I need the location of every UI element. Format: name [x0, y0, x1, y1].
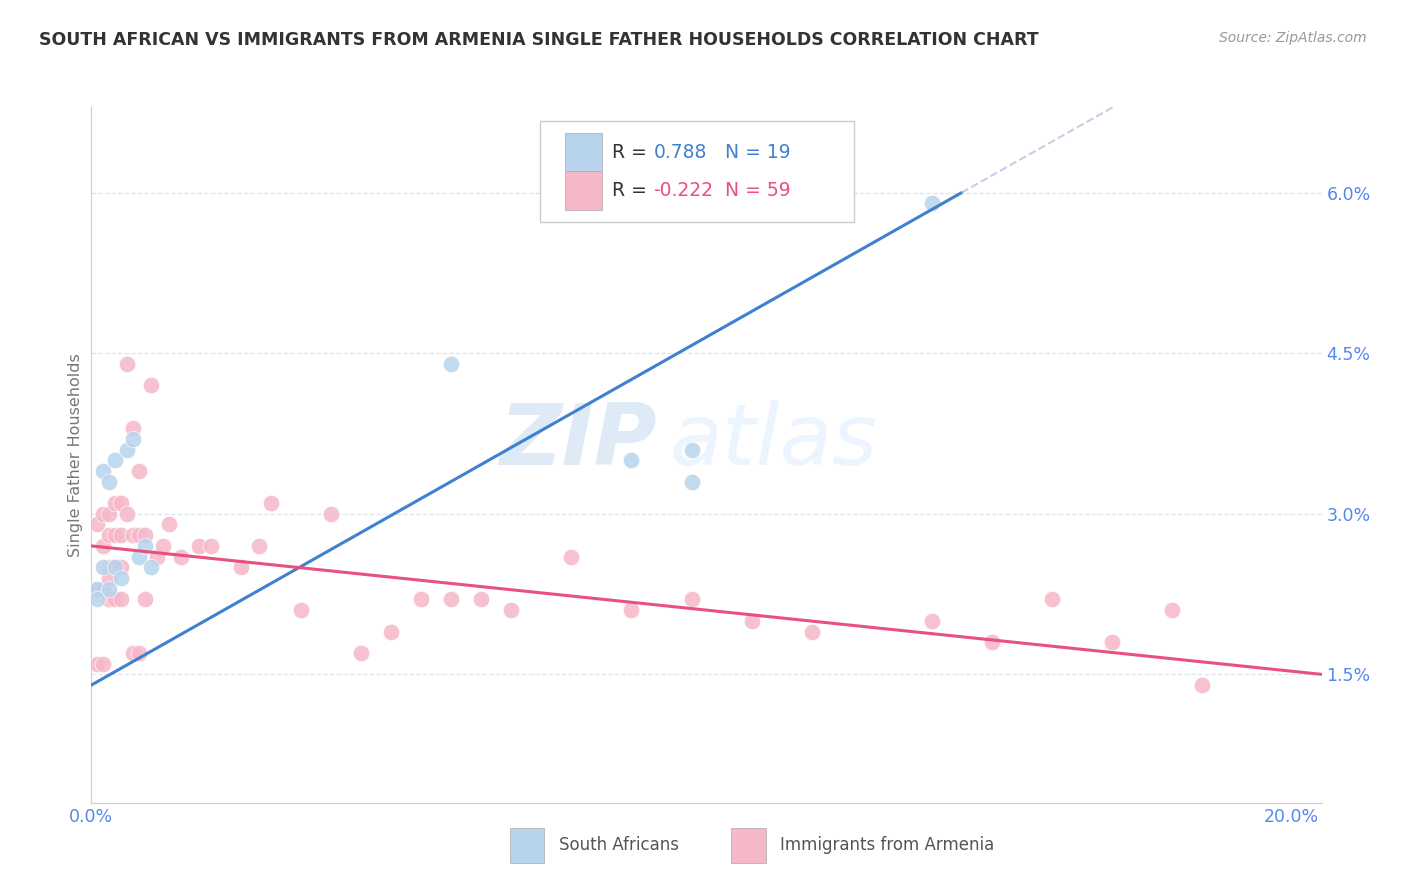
Point — [98, 582, 121, 596]
Point — [380, 624, 402, 639]
Point — [800, 624, 823, 639]
Point — [122, 421, 145, 435]
Point — [93, 539, 115, 553]
Point — [117, 507, 139, 521]
Point — [117, 442, 139, 457]
Point — [122, 646, 145, 660]
Point — [122, 432, 145, 446]
Text: R =: R = — [612, 143, 652, 161]
Bar — [565, 171, 602, 210]
Point — [1040, 592, 1063, 607]
Bar — [509, 828, 544, 863]
Point — [98, 507, 121, 521]
Point — [104, 592, 127, 607]
Point — [440, 357, 463, 371]
Point — [86, 582, 108, 596]
Point — [110, 571, 132, 585]
Point — [1191, 678, 1213, 692]
Point — [411, 592, 433, 607]
Point — [134, 528, 156, 542]
Point — [93, 507, 115, 521]
Point — [921, 614, 943, 628]
Point — [501, 603, 523, 617]
Point — [128, 464, 150, 478]
Text: N = 19: N = 19 — [725, 143, 790, 161]
Point — [440, 592, 463, 607]
Point — [980, 635, 1002, 649]
Point — [1160, 603, 1182, 617]
Point — [86, 592, 108, 607]
Point — [98, 475, 121, 489]
Point — [104, 560, 127, 574]
Text: -0.222: -0.222 — [654, 181, 714, 200]
Point — [141, 560, 163, 574]
Point — [93, 464, 115, 478]
Point — [93, 582, 115, 596]
Point — [134, 592, 156, 607]
Point — [86, 657, 108, 671]
Point — [104, 453, 127, 467]
Point — [98, 592, 121, 607]
Point — [681, 442, 703, 457]
Text: R =: R = — [612, 181, 652, 200]
Point — [620, 453, 643, 467]
Point — [110, 592, 132, 607]
Text: ZIP: ZIP — [499, 400, 657, 483]
Text: atlas: atlas — [669, 400, 877, 483]
Point — [560, 549, 582, 564]
Text: 0.788: 0.788 — [654, 143, 707, 161]
Point — [104, 560, 127, 574]
Point — [104, 496, 127, 510]
Point — [157, 517, 180, 532]
Point — [128, 646, 150, 660]
Point — [152, 539, 174, 553]
Point — [231, 560, 253, 574]
Point — [146, 549, 169, 564]
Point — [321, 507, 343, 521]
Point — [93, 560, 115, 574]
Point — [104, 528, 127, 542]
Text: South Africans: South Africans — [560, 836, 679, 855]
Point — [681, 475, 703, 489]
Point — [110, 528, 132, 542]
Point — [93, 657, 115, 671]
Text: SOUTH AFRICAN VS IMMIGRANTS FROM ARMENIA SINGLE FATHER HOUSEHOLDS CORRELATION CH: SOUTH AFRICAN VS IMMIGRANTS FROM ARMENIA… — [39, 31, 1039, 49]
Bar — [565, 133, 602, 171]
Point — [128, 549, 150, 564]
Point — [470, 592, 492, 607]
Point — [110, 560, 132, 574]
Point — [921, 196, 943, 211]
Y-axis label: Single Father Households: Single Father Households — [67, 353, 83, 557]
Point — [141, 378, 163, 392]
Point — [620, 603, 643, 617]
Point — [260, 496, 283, 510]
Text: Source: ZipAtlas.com: Source: ZipAtlas.com — [1219, 31, 1367, 45]
Point — [98, 571, 121, 585]
Point — [117, 357, 139, 371]
Point — [290, 603, 312, 617]
Point — [122, 528, 145, 542]
Point — [741, 614, 763, 628]
Point — [1101, 635, 1123, 649]
Point — [86, 517, 108, 532]
Point — [86, 582, 108, 596]
Point — [681, 592, 703, 607]
Point — [128, 528, 150, 542]
Point — [170, 549, 193, 564]
Point — [98, 560, 121, 574]
Point — [350, 646, 373, 660]
Point — [188, 539, 211, 553]
Point — [200, 539, 222, 553]
Point — [249, 539, 271, 553]
Point — [134, 539, 156, 553]
FancyBboxPatch shape — [540, 121, 853, 222]
Point — [110, 496, 132, 510]
Point — [98, 528, 121, 542]
Bar — [731, 828, 765, 863]
Text: N = 59: N = 59 — [725, 181, 790, 200]
Text: Immigrants from Armenia: Immigrants from Armenia — [780, 836, 994, 855]
